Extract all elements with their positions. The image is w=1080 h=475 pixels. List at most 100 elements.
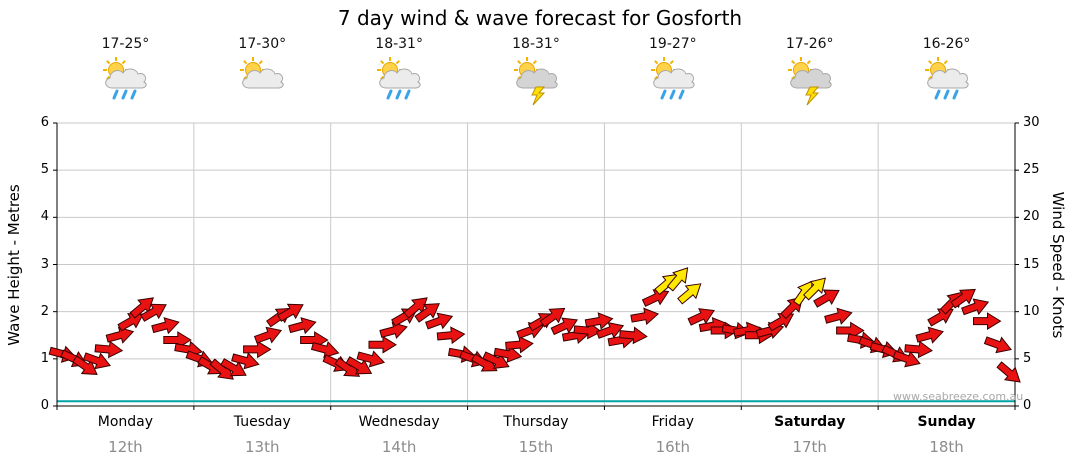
wind-arrow: [983, 336, 1012, 354]
day-header-thursday: 18-31°: [468, 36, 605, 107]
wave-axis-tick: 0: [40, 398, 49, 413]
sun-cloud-storm-icon: [510, 55, 562, 107]
wind-arrow: [140, 303, 167, 322]
sun-cloud-rain-icon: [99, 55, 151, 107]
wind-arrow: [904, 340, 933, 359]
cloud-icon: [105, 68, 148, 89]
temp-range: 19-27°: [649, 36, 697, 52]
chart-title: 7 day wind & wave forecast for Gosforth: [337, 6, 743, 30]
date-label: 12th: [108, 438, 143, 456]
wind-arrow: [687, 308, 715, 326]
wind-arrow: [641, 289, 670, 307]
day-label-monday: Monday: [97, 414, 154, 430]
axes: [53, 122, 1019, 410]
day-label-saturday: Saturday: [774, 414, 846, 430]
wind-arrow: [356, 350, 386, 368]
date-label: 15th: [518, 438, 554, 456]
sun-cloud-rain-icon: [921, 55, 973, 107]
wind-arrow: [425, 312, 454, 330]
wave-axis-tick: 4: [40, 209, 49, 225]
wind-arrows: [48, 267, 1021, 383]
wind-arrow: [677, 283, 702, 305]
wind-arrow: [436, 326, 466, 345]
wind-axis-tick: 20: [1023, 209, 1040, 225]
wind-arrow: [666, 267, 689, 292]
wind-arrow: [105, 326, 135, 344]
temp-range: 18-31°: [512, 36, 560, 52]
wind-arrow: [117, 313, 145, 332]
wind-arrow: [94, 340, 124, 359]
wind-axis-tick: 30: [1023, 115, 1040, 130]
wind-arrow: [619, 326, 648, 345]
wind-arrow: [231, 352, 260, 370]
date-label: 14th: [381, 438, 417, 456]
wind-arrow: [836, 321, 865, 340]
sun-cloud-storm-icon: [784, 55, 836, 107]
rain-icon: [934, 89, 959, 100]
wave-axis-tick: 1: [40, 350, 49, 366]
wind-arrow: [368, 335, 397, 354]
temp-range: 17-25°: [101, 36, 150, 52]
temp-range: 16-26°: [922, 36, 971, 52]
date-label: 17th: [792, 438, 827, 456]
wind-arrow: [482, 351, 510, 369]
cloud-icon: [242, 68, 284, 89]
day-header-friday: 19-27°: [604, 36, 741, 107]
day-label-friday: Friday: [651, 414, 695, 430]
wind-arrow: [892, 350, 921, 368]
cloud-icon: [653, 68, 695, 89]
wind-axis-tick: 0: [1023, 398, 1032, 413]
wave-axis-tick: 5: [40, 162, 49, 178]
rain-icon: [386, 89, 411, 100]
day-label-sunday: Sunday: [917, 414, 976, 430]
watermark: www.seabreeze.com.au: [893, 390, 1024, 403]
wave-axis-tick: 2: [40, 303, 49, 319]
wind-arrow: [550, 317, 579, 336]
wind-arrow: [996, 361, 1021, 383]
sun-cloud-rain-icon: [373, 55, 425, 107]
wind-arrow: [82, 352, 111, 370]
temp-range: 17-30°: [238, 36, 287, 52]
day-label-thursday: Thursday: [503, 414, 569, 430]
day-header-saturday: 17-26°: [741, 36, 878, 107]
cloud-icon: [789, 68, 832, 89]
cloud-icon: [926, 68, 969, 89]
sun-cloud-rain-icon: [647, 55, 699, 107]
gridlines: [57, 122, 1015, 406]
wind-arrow: [950, 288, 976, 309]
day-header-wednesday: 18-31°: [331, 36, 468, 107]
wave-axis-tick: 6: [40, 115, 49, 130]
wind-arrow: [803, 277, 826, 301]
wind-axis-tick: 15: [1023, 256, 1040, 272]
day-label-tuesday: Tuesday: [233, 414, 291, 430]
cloud-icon: [516, 68, 558, 89]
wind-arrow: [414, 303, 440, 323]
wind-arrow: [596, 321, 625, 339]
lightning-icon: [531, 86, 546, 106]
lightning-icon: [804, 86, 819, 106]
date-label: 18th: [929, 438, 964, 456]
wave-axis-tick: 3: [40, 256, 49, 272]
rain-icon: [660, 89, 685, 100]
day-header-sunday: 16-26°: [878, 36, 1015, 107]
wind-arrow: [288, 317, 317, 335]
wind-arrow: [915, 326, 944, 344]
day-header-monday: 17-25°: [57, 36, 194, 107]
wind-arrow: [151, 317, 180, 335]
wind-arrow: [277, 303, 304, 322]
wind-arrow: [163, 331, 192, 349]
wind-axis-tick: 10: [1023, 303, 1040, 319]
wind-arrow: [220, 358, 247, 377]
day-header-tuesday: 17-30°: [194, 36, 331, 107]
rain-icon: [112, 89, 137, 100]
cloud-icon: [379, 68, 421, 89]
day-label-wednesday: Wednesday: [358, 414, 440, 430]
wind-arrow: [493, 345, 523, 363]
wind-arrow: [539, 307, 566, 328]
wind-arrow: [300, 331, 329, 349]
wind-arrow: [584, 312, 614, 330]
wind-arrow: [243, 340, 272, 359]
wind-axis-tick: 25: [1023, 162, 1040, 178]
